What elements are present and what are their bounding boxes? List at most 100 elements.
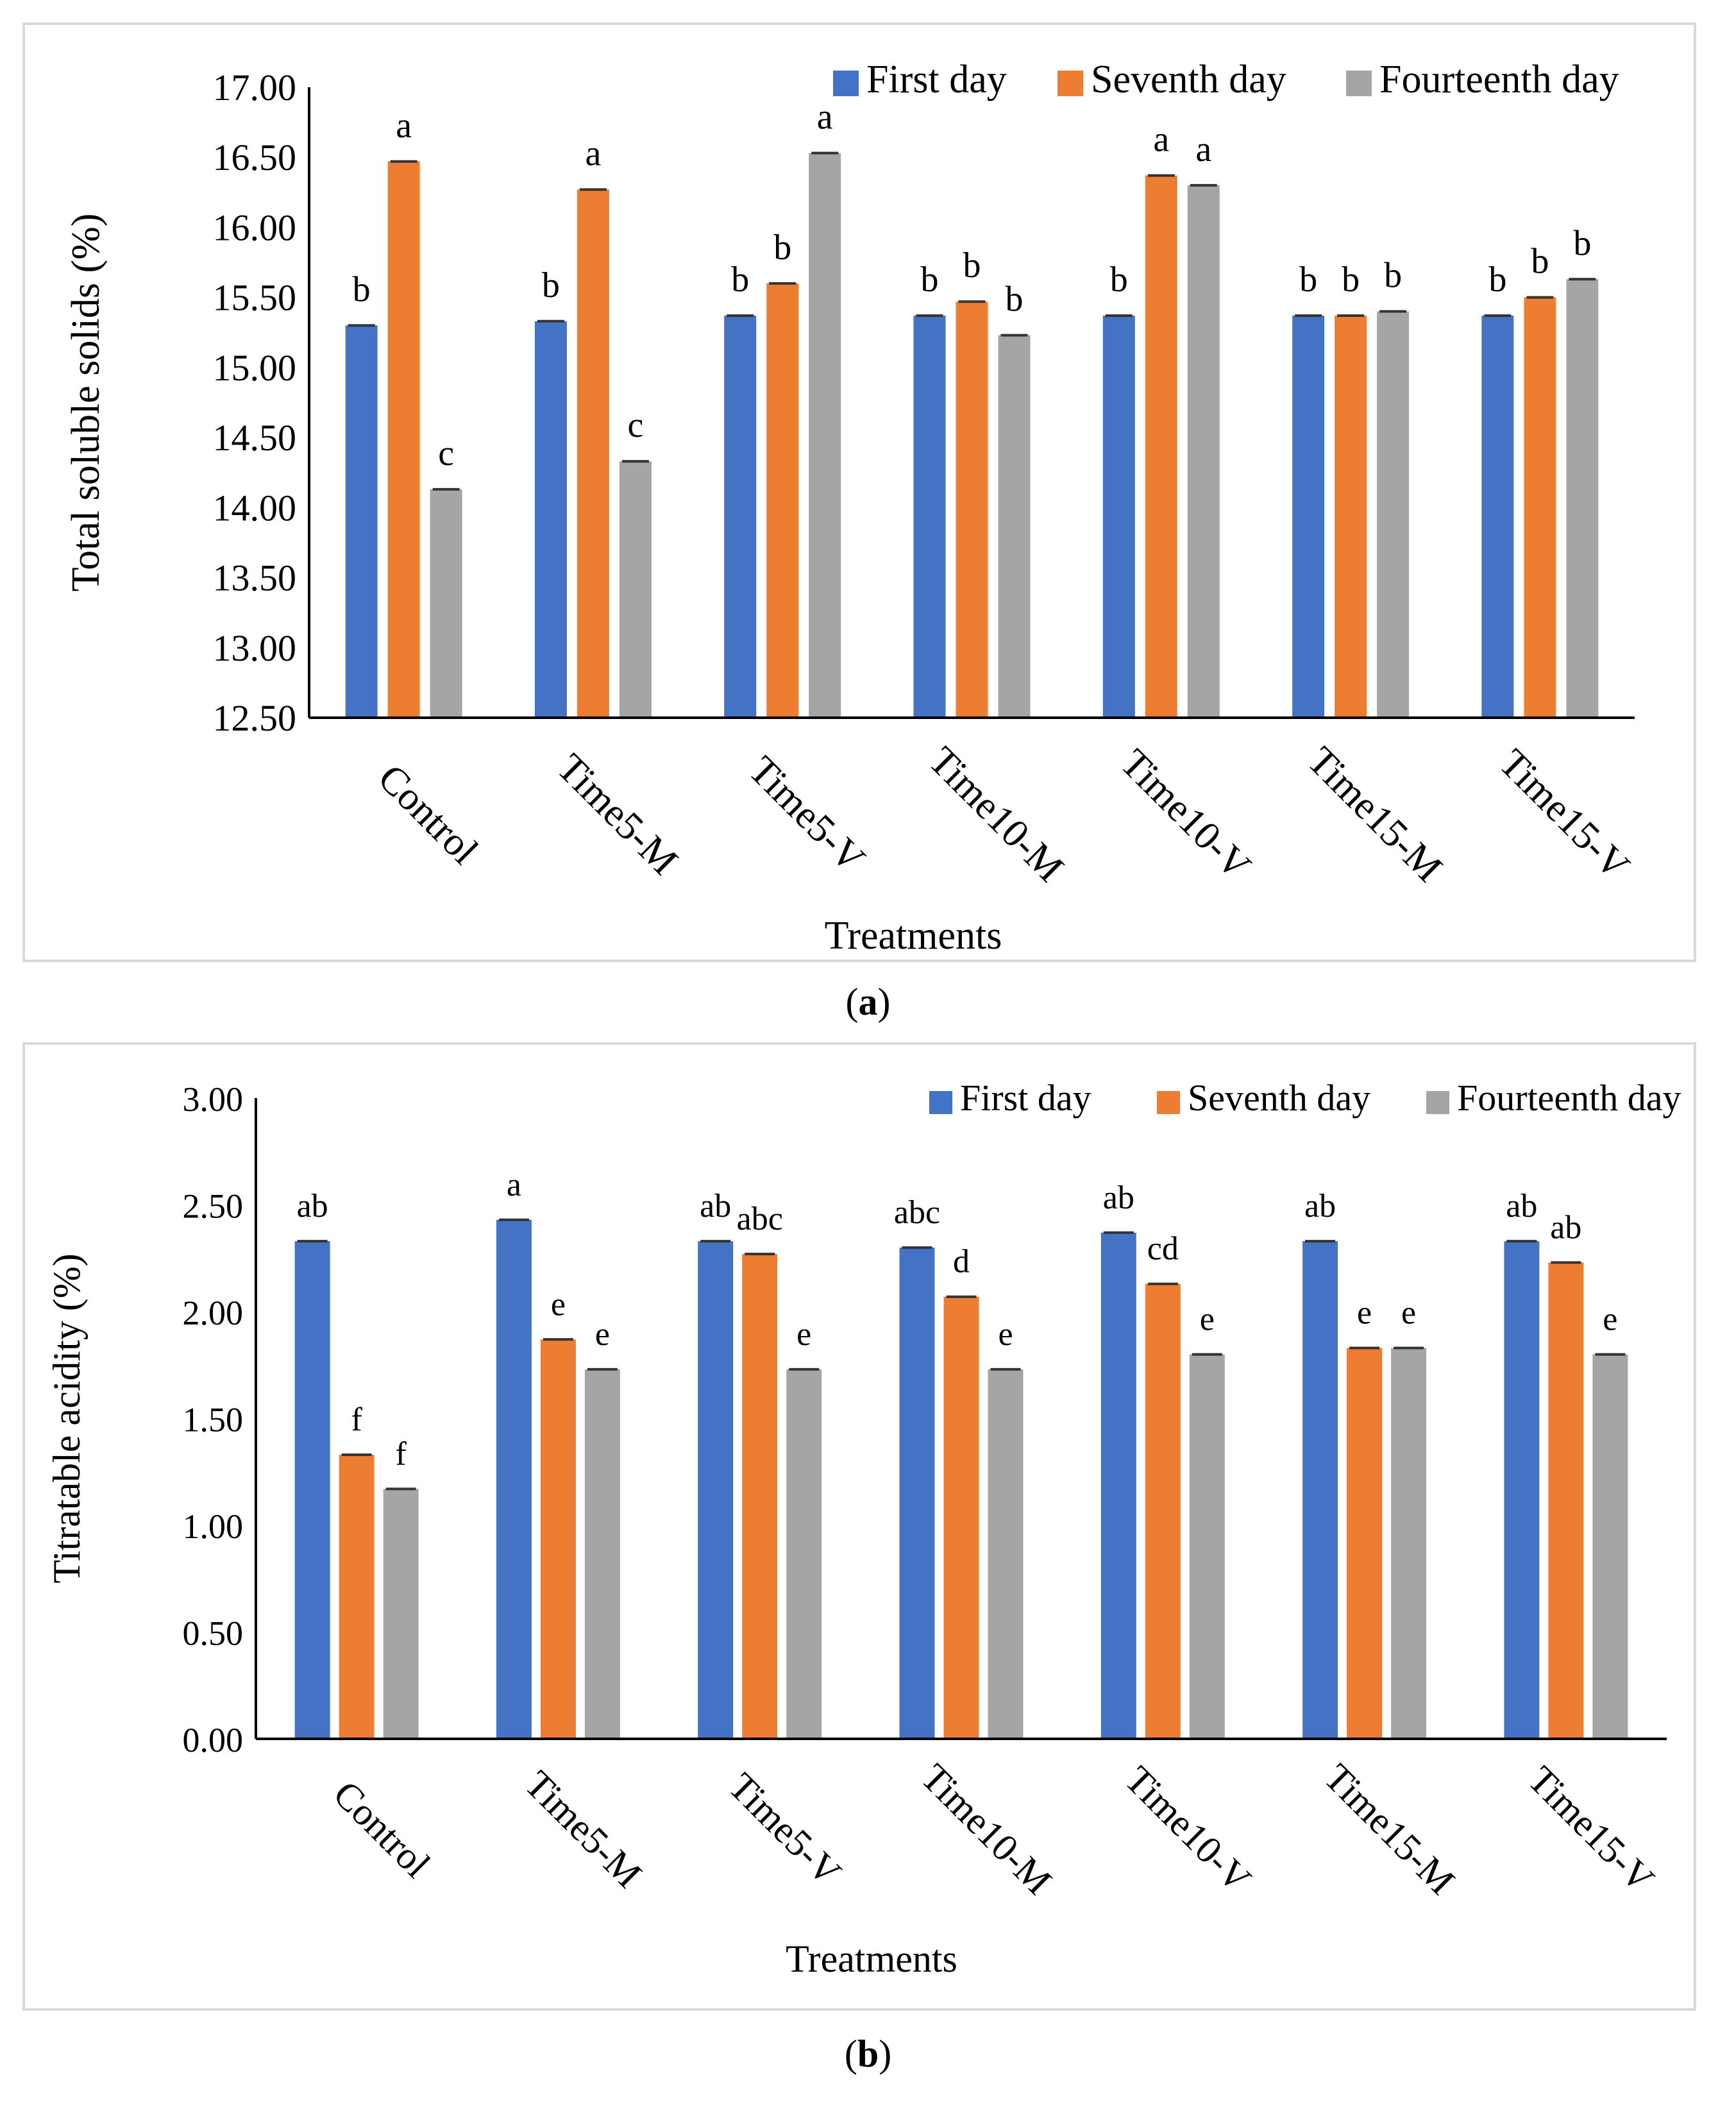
data-label: e bbox=[998, 1316, 1013, 1353]
chart-a: 12.50 13.00 13.50 14.00 14.50 15.00 15.50 16.00… bbox=[64, 58, 1638, 958]
legend-swatch-fourteenth-day bbox=[1426, 1091, 1449, 1114]
data-label: b bbox=[1573, 223, 1591, 263]
bar-seventh-day bbox=[577, 189, 609, 718]
legend-swatch-fourteenth-day bbox=[1346, 71, 1372, 96]
bar-first-day bbox=[1100, 1232, 1136, 1739]
bar-fourteenth-day bbox=[998, 335, 1031, 718]
y-tick-label: 16.50 bbox=[213, 137, 297, 178]
bar-seventh-day bbox=[956, 301, 988, 718]
panel-b: 0.00 0.50 1.00 1.50 2.00 2.50 3.00 Titratable a… bbox=[22, 1042, 1696, 2011]
data-label: e bbox=[1357, 1295, 1372, 1332]
data-label: e bbox=[1603, 1301, 1617, 1338]
y-tick-label: 15.00 bbox=[213, 347, 297, 389]
data-label: a bbox=[585, 133, 601, 173]
y-tick-label: 3.00 bbox=[183, 1080, 244, 1119]
data-label: b bbox=[773, 228, 791, 267]
bar-seventh-day bbox=[1548, 1262, 1584, 1739]
data-label: b bbox=[542, 266, 560, 305]
bar-seventh-day bbox=[387, 161, 420, 718]
y-tick-label: 14.50 bbox=[213, 417, 297, 459]
data-label: e bbox=[1200, 1301, 1215, 1338]
data-label: b bbox=[731, 260, 749, 300]
data-label: a bbox=[1153, 120, 1169, 160]
data-label: a bbox=[817, 97, 833, 137]
data-label: cd bbox=[1147, 1231, 1179, 1267]
legend-swatch-seventh-day bbox=[1058, 71, 1083, 96]
bar-first-day bbox=[1481, 316, 1514, 718]
legend-label: Seventh day bbox=[1188, 1077, 1370, 1119]
data-label: a bbox=[1195, 130, 1211, 169]
data-label: c bbox=[438, 434, 454, 473]
legend-label: Fourteenth day bbox=[1379, 58, 1619, 101]
category-label: Time10-M bbox=[920, 739, 1072, 890]
y-axis-title: Titratable acidity (%) bbox=[46, 1253, 88, 1583]
category-label: Time15-M bbox=[1316, 1756, 1463, 1902]
data-label: ab bbox=[1304, 1188, 1336, 1224]
bar-seventh-day bbox=[1145, 1283, 1181, 1739]
data-label: ab bbox=[1103, 1180, 1134, 1216]
bar-first-day bbox=[913, 316, 946, 718]
bar-first-day bbox=[1292, 316, 1325, 718]
data-label: c bbox=[627, 405, 643, 445]
y-tick-label: 13.00 bbox=[213, 627, 297, 669]
data-label: e bbox=[551, 1286, 566, 1323]
category-label: Time10-V bbox=[1117, 1758, 1260, 1900]
legend-swatch-first-day bbox=[929, 1091, 952, 1114]
y-tick-label: 1.00 bbox=[183, 1507, 244, 1546]
y-tick-label: 15.50 bbox=[213, 277, 297, 319]
bar-first-day bbox=[1102, 316, 1135, 718]
data-label: d bbox=[953, 1244, 970, 1280]
bar-fourteenth-day bbox=[786, 1369, 822, 1739]
data-label: e bbox=[796, 1316, 811, 1353]
y-tick-label: 12.50 bbox=[213, 697, 297, 739]
bar-first-day bbox=[724, 316, 757, 718]
y-tick-label: 14.00 bbox=[213, 487, 297, 529]
data-label: b bbox=[1384, 256, 1402, 296]
legend-label: Fourteenth day bbox=[1457, 1077, 1681, 1119]
data-label: abc bbox=[894, 1194, 940, 1231]
y-axis-title: Total soluble solids (%) bbox=[64, 214, 108, 592]
legend-swatch-seventh-day bbox=[1157, 1091, 1180, 1114]
data-label: a bbox=[507, 1167, 521, 1203]
bar-fourteenth-day bbox=[383, 1489, 419, 1739]
bar-seventh-day bbox=[540, 1339, 576, 1739]
bar-first-day bbox=[1302, 1241, 1338, 1739]
data-label: a bbox=[396, 106, 412, 146]
panel-a: 12.50 13.00 13.50 14.00 14.50 15.00 15.50 16.00… bbox=[22, 22, 1696, 962]
bar-fourteenth-day bbox=[1189, 1354, 1225, 1739]
legend-swatch-first-day bbox=[833, 71, 859, 96]
bar-fourteenth-day bbox=[1377, 311, 1410, 718]
data-label: ab bbox=[700, 1188, 731, 1224]
bar-fourteenth-day bbox=[1391, 1348, 1427, 1739]
category-label: Time10-M bbox=[913, 1756, 1060, 1902]
y-tick-label: 1.50 bbox=[183, 1401, 244, 1439]
bar-seventh-day bbox=[943, 1296, 979, 1739]
bar-seventh-day bbox=[1335, 316, 1367, 718]
data-label: e bbox=[595, 1316, 610, 1353]
category-label: Control bbox=[325, 1773, 438, 1886]
data-label: b bbox=[1299, 260, 1317, 300]
data-label: f bbox=[351, 1401, 362, 1438]
bar-seventh-day bbox=[742, 1254, 778, 1739]
category-label: Time5-M bbox=[548, 746, 686, 884]
bar-seventh-day bbox=[1145, 175, 1177, 718]
x-axis-title: Treatments bbox=[786, 1938, 957, 1980]
data-label: b bbox=[1342, 260, 1360, 300]
bar-first-day bbox=[534, 321, 567, 718]
chart-b: 0.00 0.50 1.00 1.50 2.00 2.50 3.00 Titratable a… bbox=[46, 1077, 1681, 1980]
data-label: ab bbox=[1550, 1209, 1581, 1246]
category-label: Time5-V bbox=[721, 1765, 850, 1894]
bar-first-day bbox=[1504, 1241, 1540, 1739]
legend-label: First day bbox=[960, 1077, 1091, 1119]
x-axis-title: Treatments bbox=[825, 914, 1002, 958]
data-label: b bbox=[1110, 260, 1128, 300]
bar-fourteenth-day bbox=[809, 153, 841, 718]
data-label: f bbox=[395, 1435, 407, 1472]
data-label: ab bbox=[1506, 1188, 1537, 1224]
data-label: e bbox=[1401, 1295, 1416, 1332]
category-label: Time10-V bbox=[1112, 741, 1259, 888]
category-label: Control bbox=[369, 756, 486, 873]
y-tick-label: 2.00 bbox=[183, 1294, 244, 1332]
bar-fourteenth-day bbox=[619, 461, 652, 718]
bar-fourteenth-day bbox=[1566, 279, 1599, 718]
